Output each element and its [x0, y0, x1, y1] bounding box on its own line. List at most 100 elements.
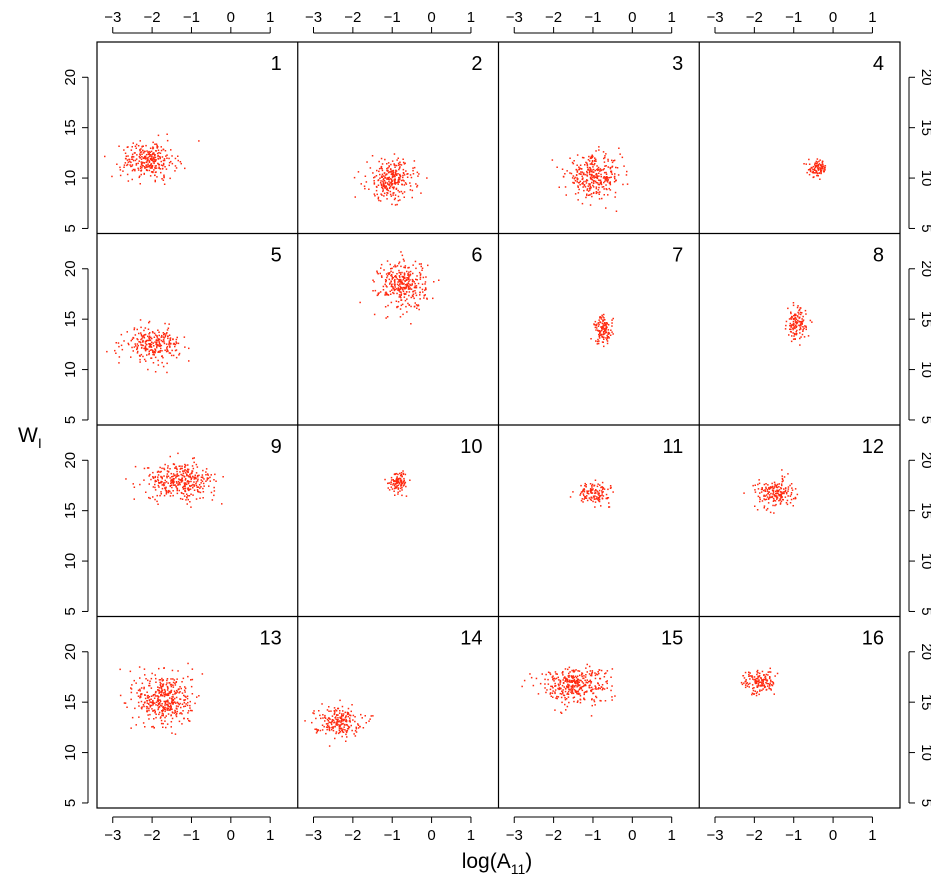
highlight-point — [126, 706, 128, 708]
highlight-point — [170, 704, 172, 707]
highlight-point — [205, 474, 207, 476]
highlight-point — [162, 692, 165, 694]
highlight-point — [166, 154, 168, 156]
highlight-point — [585, 161, 587, 164]
highlight-point — [148, 165, 151, 167]
highlight-point — [324, 717, 327, 719]
highlight-point — [579, 180, 582, 183]
highlight-point — [397, 478, 399, 481]
y-tick-label: 5 — [62, 799, 79, 807]
highlight-point — [616, 167, 619, 169]
highlight-point — [381, 194, 383, 196]
highlight-point — [339, 724, 341, 726]
highlight-point — [594, 320, 597, 323]
x-tick-label: −3 — [506, 9, 523, 26]
highlight-point — [770, 689, 772, 691]
highlight-point — [815, 169, 817, 172]
highlight-point — [591, 492, 593, 494]
highlight-point — [760, 488, 763, 491]
highlight-point — [574, 193, 577, 195]
highlight-point — [311, 721, 313, 724]
highlight-point — [596, 343, 599, 345]
highlight-point — [765, 498, 768, 501]
highlight-point — [547, 671, 550, 673]
highlight-point — [600, 334, 602, 336]
highlight-point — [192, 483, 194, 486]
highlight-point — [400, 304, 403, 307]
highlight-point — [162, 726, 164, 728]
highlight-point — [594, 495, 596, 497]
highlight-point — [171, 349, 173, 352]
highlight-point — [576, 701, 579, 703]
highlight-point — [599, 331, 601, 334]
highlight-point — [152, 349, 154, 352]
highlight-point — [380, 176, 383, 178]
highlight-point — [164, 690, 166, 692]
highlight-point — [174, 697, 176, 700]
highlight-point — [599, 334, 601, 337]
highlight-point — [331, 720, 333, 723]
highlight-point — [149, 164, 152, 167]
highlight-point — [154, 498, 156, 501]
highlight-point — [592, 186, 595, 188]
highlight-point — [600, 333, 603, 336]
highlight-point — [158, 340, 160, 342]
highlight-point — [582, 489, 585, 492]
highlight-point — [141, 166, 143, 169]
highlight-point — [600, 173, 602, 176]
highlight-point — [179, 702, 181, 705]
y-tick-label: 10 — [918, 361, 931, 378]
highlight-point — [598, 669, 600, 671]
highlight-point — [591, 163, 594, 166]
highlight-point — [754, 505, 756, 507]
highlight-point — [625, 174, 628, 176]
highlight-point — [397, 287, 400, 289]
highlight-point — [155, 701, 158, 703]
highlight-point — [146, 707, 148, 710]
highlight-point — [793, 314, 795, 317]
highlight-point — [118, 145, 120, 147]
highlight-point — [778, 499, 780, 502]
highlight-point — [385, 188, 388, 190]
highlight-point — [323, 725, 325, 728]
highlight-point — [755, 677, 758, 680]
highlight-point — [139, 183, 141, 185]
highlight-point — [178, 465, 180, 467]
panel-number: 3 — [672, 53, 683, 75]
highlight-point — [600, 169, 603, 171]
highlight-point — [165, 350, 168, 353]
highlight-point — [166, 345, 169, 348]
highlight-point — [185, 696, 187, 698]
highlight-point — [389, 182, 391, 184]
highlight-point — [414, 302, 416, 304]
highlight-point — [156, 144, 158, 147]
highlight-point — [415, 183, 417, 185]
highlight-point — [577, 692, 580, 694]
highlight-point — [150, 341, 153, 343]
highlight-point — [567, 696, 570, 698]
highlight-point — [214, 473, 216, 476]
highlight-point — [125, 155, 128, 157]
highlight-point — [608, 506, 611, 508]
highlight-point — [152, 471, 154, 474]
highlight-point — [591, 181, 593, 184]
highlight-point — [152, 160, 154, 163]
highlight-point — [794, 319, 797, 321]
highlight-point — [572, 676, 575, 678]
highlight-point — [397, 157, 399, 159]
highlight-point — [394, 284, 396, 287]
highlight-point — [383, 185, 386, 187]
highlight-point — [386, 169, 388, 172]
highlight-point — [800, 336, 802, 338]
highlight-point — [594, 490, 596, 492]
highlight-point — [787, 490, 789, 492]
highlight-point — [166, 157, 168, 159]
highlight-point — [817, 168, 819, 170]
highlight-point — [144, 327, 147, 329]
highlight-point — [603, 181, 605, 184]
highlight-point — [406, 173, 408, 175]
highlight-point — [341, 714, 343, 716]
highlight-point — [599, 182, 602, 185]
highlight-point — [765, 688, 768, 691]
highlight-point — [158, 687, 161, 689]
